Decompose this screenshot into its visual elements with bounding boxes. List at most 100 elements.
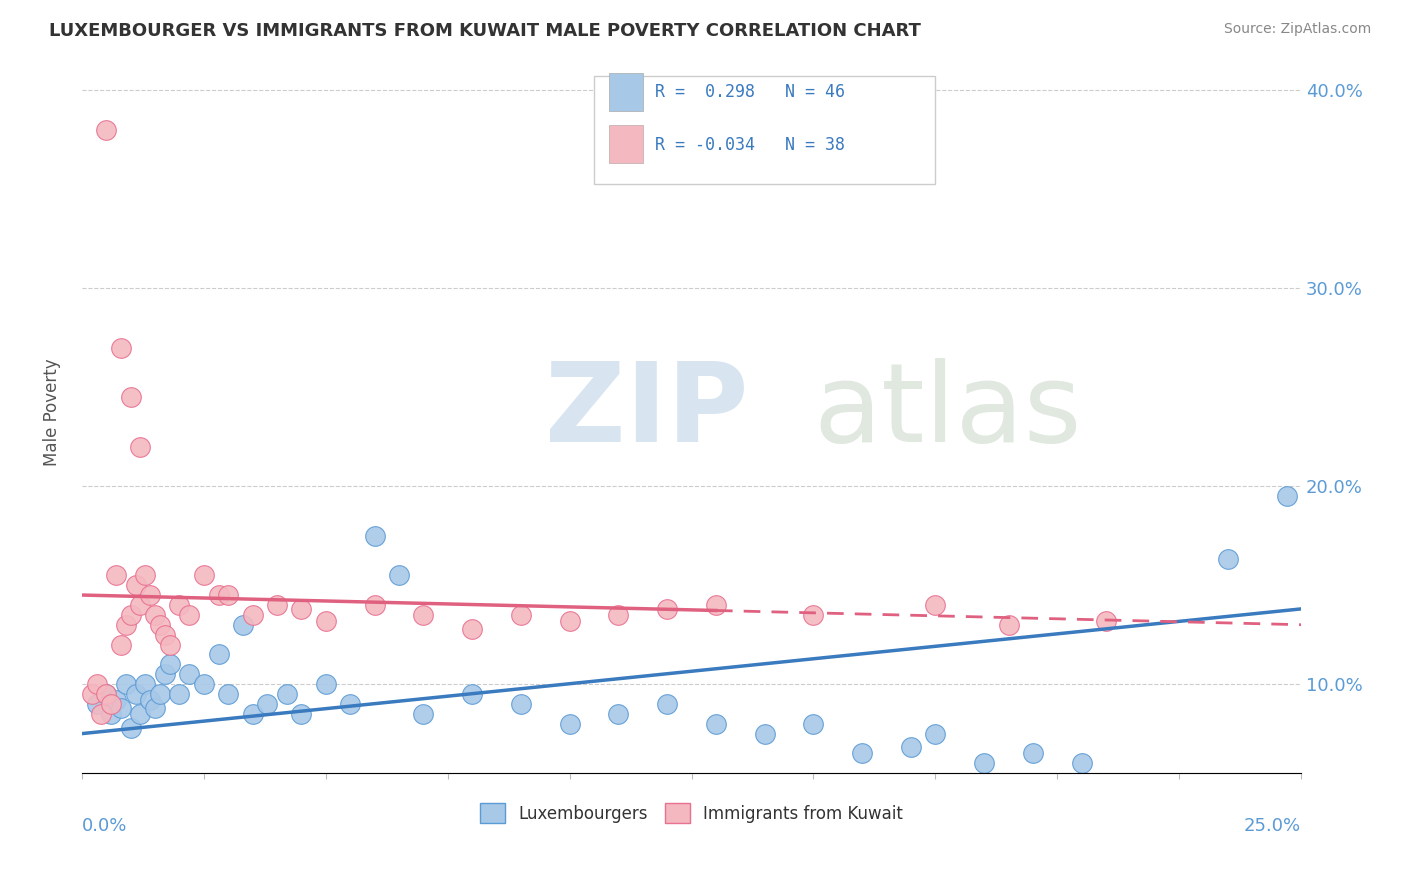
Point bbox=[80, 687, 103, 701]
Point bbox=[96, 687, 118, 701]
Point bbox=[266, 598, 288, 612]
Text: atlas: atlas bbox=[814, 359, 1083, 466]
Point bbox=[388, 568, 411, 582]
Point bbox=[110, 638, 132, 652]
Point bbox=[124, 687, 146, 701]
Point bbox=[242, 706, 264, 721]
Point bbox=[169, 687, 191, 701]
Text: 25.0%: 25.0% bbox=[1244, 816, 1301, 835]
Point bbox=[90, 706, 112, 721]
Point bbox=[363, 598, 385, 612]
Point bbox=[1022, 747, 1045, 761]
Point bbox=[105, 693, 128, 707]
Point bbox=[657, 602, 679, 616]
Point bbox=[149, 687, 172, 701]
Point bbox=[997, 617, 1019, 632]
Point bbox=[509, 697, 531, 711]
Text: LUXEMBOURGER VS IMMIGRANTS FROM KUWAIT MALE POVERTY CORRELATION CHART: LUXEMBOURGER VS IMMIGRANTS FROM KUWAIT M… bbox=[49, 22, 921, 40]
Point bbox=[110, 341, 132, 355]
Point bbox=[973, 756, 995, 771]
Point bbox=[134, 677, 156, 691]
Point bbox=[179, 667, 201, 681]
Point bbox=[242, 607, 264, 622]
Point bbox=[120, 607, 142, 622]
Point bbox=[153, 627, 176, 641]
Point bbox=[110, 701, 132, 715]
Point bbox=[1275, 489, 1298, 503]
Text: ZIP: ZIP bbox=[546, 359, 748, 466]
Point bbox=[105, 568, 128, 582]
Point bbox=[412, 607, 434, 622]
Point bbox=[129, 440, 152, 454]
Point bbox=[143, 701, 166, 715]
Point bbox=[607, 607, 630, 622]
Point bbox=[1095, 614, 1118, 628]
Point bbox=[558, 614, 581, 628]
Point bbox=[1070, 756, 1092, 771]
Point bbox=[96, 687, 118, 701]
Text: 0.0%: 0.0% bbox=[82, 816, 128, 835]
Point bbox=[290, 706, 312, 721]
Point bbox=[900, 740, 922, 755]
FancyBboxPatch shape bbox=[593, 76, 935, 185]
Point bbox=[86, 677, 108, 691]
Point bbox=[607, 706, 630, 721]
Point bbox=[207, 648, 229, 662]
Point bbox=[412, 706, 434, 721]
Point bbox=[924, 726, 946, 740]
Point bbox=[115, 617, 138, 632]
Point bbox=[924, 598, 946, 612]
FancyBboxPatch shape bbox=[609, 73, 643, 111]
Point bbox=[159, 638, 181, 652]
Point bbox=[217, 687, 239, 701]
Point bbox=[704, 716, 727, 731]
Point bbox=[115, 677, 138, 691]
Point bbox=[754, 726, 776, 740]
Point bbox=[169, 598, 191, 612]
Point bbox=[558, 716, 581, 731]
Point bbox=[193, 677, 215, 691]
Point bbox=[232, 617, 254, 632]
Text: R = -0.034   N = 38: R = -0.034 N = 38 bbox=[655, 136, 845, 153]
Point bbox=[120, 390, 142, 404]
Point bbox=[120, 721, 142, 735]
Point bbox=[139, 693, 162, 707]
Y-axis label: Male Poverty: Male Poverty bbox=[44, 358, 60, 466]
Point bbox=[315, 614, 337, 628]
Point bbox=[100, 697, 122, 711]
Point bbox=[179, 607, 201, 622]
Point bbox=[256, 697, 278, 711]
Point bbox=[803, 716, 825, 731]
Point bbox=[159, 657, 181, 672]
Point bbox=[124, 578, 146, 592]
Text: Source: ZipAtlas.com: Source: ZipAtlas.com bbox=[1223, 22, 1371, 37]
Point bbox=[153, 667, 176, 681]
Point bbox=[217, 588, 239, 602]
Point bbox=[134, 568, 156, 582]
Point bbox=[851, 747, 873, 761]
Point bbox=[461, 622, 484, 636]
Point bbox=[139, 588, 162, 602]
Point bbox=[363, 529, 385, 543]
Legend: Luxembourgers, Immigrants from Kuwait: Luxembourgers, Immigrants from Kuwait bbox=[474, 797, 910, 830]
Point bbox=[315, 677, 337, 691]
Point bbox=[207, 588, 229, 602]
Point bbox=[129, 598, 152, 612]
Point bbox=[100, 706, 122, 721]
Point bbox=[143, 607, 166, 622]
Point bbox=[86, 697, 108, 711]
Text: R =  0.298   N = 46: R = 0.298 N = 46 bbox=[655, 83, 845, 101]
Point bbox=[803, 607, 825, 622]
Point bbox=[290, 602, 312, 616]
FancyBboxPatch shape bbox=[609, 125, 643, 162]
Point bbox=[657, 697, 679, 711]
Point bbox=[149, 617, 172, 632]
Point bbox=[461, 687, 484, 701]
Point bbox=[509, 607, 531, 622]
Point bbox=[704, 598, 727, 612]
Point bbox=[276, 687, 298, 701]
Point bbox=[96, 123, 118, 137]
Point bbox=[193, 568, 215, 582]
Point bbox=[339, 697, 361, 711]
Point bbox=[1216, 552, 1239, 566]
